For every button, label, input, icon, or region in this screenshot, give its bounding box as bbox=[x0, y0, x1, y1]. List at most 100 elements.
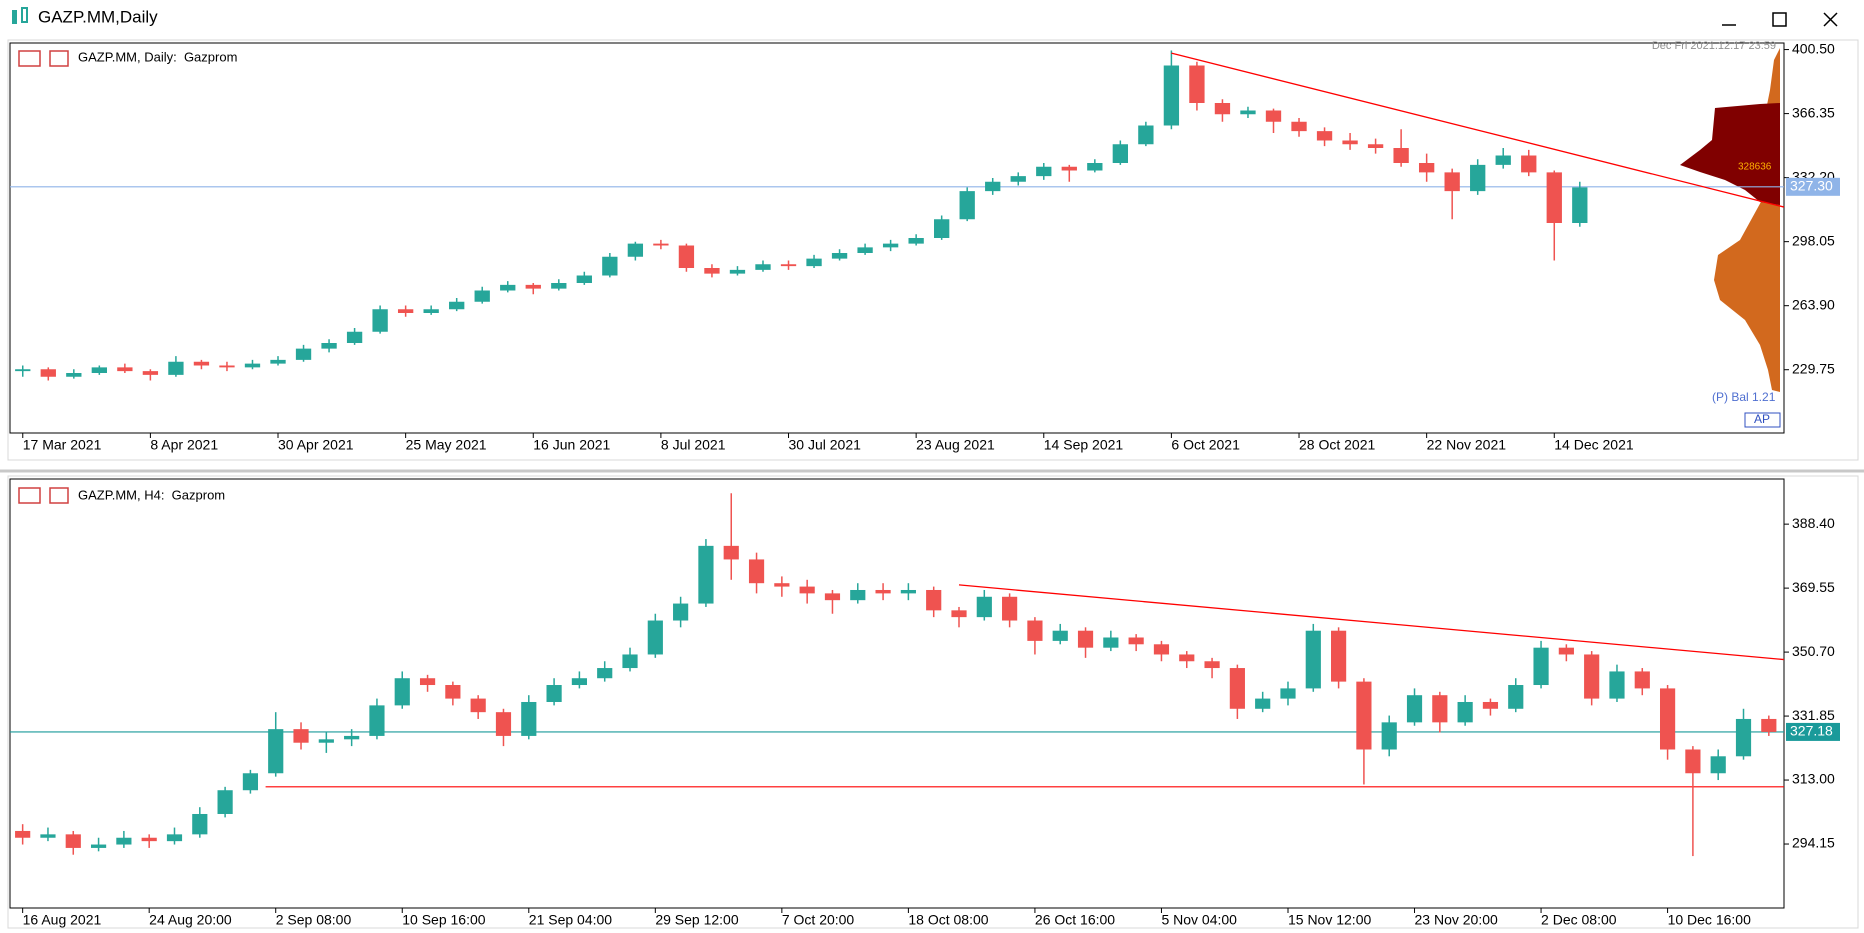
candle-body bbox=[806, 258, 822, 267]
candle-body bbox=[1367, 144, 1384, 148]
panel-label: GAZP.MM, Daily: Gazprom bbox=[78, 49, 237, 64]
trendline bbox=[958, 584, 1785, 661]
y-tick-label: 388.40 bbox=[1792, 515, 1835, 531]
candle-body bbox=[1316, 131, 1333, 141]
candle-body bbox=[831, 253, 848, 259]
candle-body bbox=[1002, 596, 1018, 621]
candle-body bbox=[1659, 688, 1676, 750]
x-tick-label: 17 Mar 2021 bbox=[23, 437, 102, 453]
panel-frame bbox=[7, 39, 1859, 461]
panel-icons bbox=[18, 50, 69, 504]
candle-body bbox=[1010, 176, 1026, 182]
candle-body bbox=[117, 367, 133, 372]
candle-body bbox=[1393, 148, 1409, 163]
candle-body bbox=[976, 596, 992, 618]
candle-body bbox=[1584, 654, 1600, 699]
candle-body bbox=[394, 678, 410, 706]
candle-body bbox=[1406, 695, 1423, 723]
list-icon[interactable] bbox=[18, 50, 41, 67]
window-title: GAZP.MM,Daily bbox=[38, 7, 158, 26]
x-tick-label: 18 Oct 08:00 bbox=[908, 912, 988, 928]
candle-body bbox=[882, 243, 899, 248]
candle-body bbox=[602, 256, 618, 276]
indicator-label: (P) Bal 1.21 bbox=[1712, 390, 1776, 404]
chart-icon[interactable] bbox=[49, 487, 69, 504]
close-button[interactable] bbox=[1823, 12, 1838, 27]
candle-body bbox=[141, 837, 157, 842]
panel-frame bbox=[7, 475, 1859, 929]
poc-label: 328636 bbox=[1738, 162, 1772, 173]
x-tick-label: 21 Sep 04:00 bbox=[529, 912, 613, 928]
candle-body bbox=[344, 735, 360, 740]
y-tick-label: 369.55 bbox=[1792, 579, 1835, 595]
candle-body bbox=[1342, 140, 1358, 145]
y-tick-label: 298.05 bbox=[1792, 232, 1835, 248]
candle-body bbox=[723, 545, 739, 560]
candle-body bbox=[270, 359, 286, 364]
candle-body bbox=[1214, 103, 1231, 115]
trendline bbox=[1171, 52, 1785, 208]
candle-body bbox=[576, 275, 592, 283]
candle-body bbox=[1356, 681, 1372, 750]
candle-body bbox=[1112, 144, 1129, 163]
candle-body bbox=[1444, 172, 1460, 192]
x-tick-label: 2 Sep 08:00 bbox=[276, 912, 352, 928]
candle-body bbox=[755, 264, 771, 270]
maximize-button[interactable] bbox=[1772, 12, 1787, 27]
candle-body bbox=[65, 834, 81, 848]
candle-body bbox=[1432, 695, 1448, 723]
candle-body bbox=[1381, 722, 1397, 750]
x-tick-label: 14 Sep 2021 bbox=[1044, 437, 1124, 453]
y-tick-label: 400.50 bbox=[1792, 40, 1835, 56]
panel-label: GAZP.MM, H4: Gazprom bbox=[78, 487, 225, 502]
y-tick-label: 294.15 bbox=[1792, 835, 1835, 851]
candle-body bbox=[1508, 685, 1524, 709]
candle-body bbox=[673, 603, 689, 621]
candle-body bbox=[1331, 630, 1347, 682]
candle-body bbox=[875, 589, 891, 594]
candle-body bbox=[369, 705, 385, 736]
x-tick-label: 26 Oct 16:00 bbox=[1035, 912, 1115, 928]
plot-frame bbox=[9, 478, 1785, 909]
candle-body bbox=[698, 545, 714, 604]
price-tag-label: 327.30 bbox=[1790, 178, 1833, 194]
plot-frame bbox=[9, 42, 1785, 434]
ap-button[interactable] bbox=[1744, 412, 1781, 428]
x-tick-label: 25 May 2021 bbox=[406, 437, 487, 453]
x-tick-label: 10 Dec 16:00 bbox=[1668, 912, 1751, 928]
x-tick-label: 6 Oct 2021 bbox=[1171, 437, 1240, 453]
x-tick-label: 8 Jul 2021 bbox=[661, 437, 726, 453]
candle-body bbox=[824, 593, 841, 601]
candle-body bbox=[1546, 172, 1562, 223]
x-tick-label: 28 Oct 2021 bbox=[1299, 437, 1375, 453]
y-tick-label: 366.35 bbox=[1792, 104, 1835, 120]
candle-body bbox=[1634, 671, 1650, 689]
candle-body bbox=[1482, 701, 1499, 709]
candle-body bbox=[1470, 164, 1486, 192]
candle-body bbox=[1735, 718, 1752, 757]
candle-body bbox=[1609, 671, 1625, 699]
candle-body bbox=[1087, 163, 1103, 171]
candle-body bbox=[1418, 163, 1435, 173]
x-tick-label: 16 Aug 2021 bbox=[23, 912, 102, 928]
x-tick-label: 24 Aug 20:00 bbox=[149, 912, 232, 928]
x-tick-label: 16 Jun 2021 bbox=[533, 437, 610, 453]
candle-body bbox=[1138, 125, 1154, 145]
x-tick-label: 15 Nov 12:00 bbox=[1288, 912, 1371, 928]
candle-body bbox=[166, 834, 183, 842]
candle-body bbox=[748, 559, 765, 584]
candle-body bbox=[1710, 756, 1726, 774]
candle-body bbox=[1189, 65, 1205, 103]
candle-body bbox=[40, 834, 56, 838]
price-tag bbox=[1786, 177, 1840, 196]
candle-body bbox=[242, 773, 259, 791]
candle-body bbox=[1128, 637, 1144, 645]
candle-body bbox=[1305, 630, 1321, 689]
list-icon[interactable] bbox=[18, 487, 41, 504]
candle-body bbox=[959, 191, 975, 220]
chart-icon[interactable] bbox=[49, 50, 69, 67]
candle-body bbox=[622, 654, 638, 669]
candle-body bbox=[551, 283, 567, 289]
candle-body bbox=[474, 290, 490, 302]
candle-body bbox=[1103, 637, 1119, 648]
